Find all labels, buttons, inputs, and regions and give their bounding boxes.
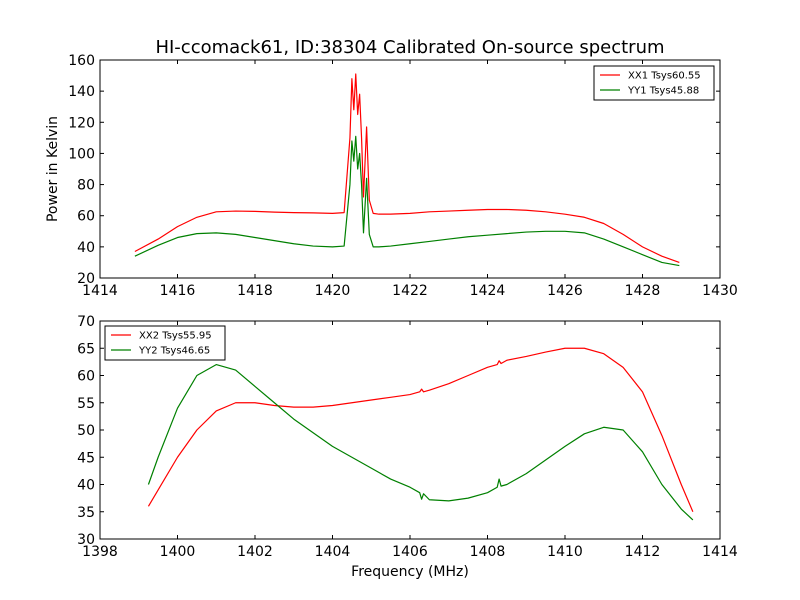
x-tick-label: 1426	[547, 283, 583, 299]
y-tick-label: 100	[68, 146, 95, 162]
x-tick-label: 1414	[82, 283, 118, 299]
x-tick-label: 1398	[82, 544, 118, 560]
y-tick-label: 30	[77, 532, 95, 548]
series-line-red-1	[134, 73, 680, 263]
y-tick-label: 40	[77, 240, 95, 256]
y-tick-label: 140	[68, 84, 95, 100]
legend-label: XX2 Tsys55.95	[139, 331, 212, 342]
legend-box	[104, 325, 226, 361]
y-tick-label: 160	[68, 53, 95, 69]
chart-title: HI-ccomack61, ID:38304 Calibrated On-sou…	[155, 37, 664, 58]
series-line-green-2	[147, 364, 694, 521]
x-tick-label: 1418	[237, 283, 273, 299]
x-tick-label: 1412	[625, 544, 661, 560]
x-tick-label: 1400	[160, 544, 196, 560]
legend-label: YY1 Tsys45.88	[627, 86, 699, 97]
x-tick-label: 1428	[625, 283, 661, 299]
x-tick-label: 1430	[702, 283, 738, 299]
y-tick-label: 40	[77, 478, 95, 494]
x-tick-label: 1424	[470, 283, 506, 299]
x-tick-label: 1406	[392, 544, 428, 560]
y-tick-label: 65	[77, 341, 95, 357]
y-tick-label: 80	[77, 178, 95, 194]
y-tick-label: 45	[77, 450, 95, 466]
bottom-panel: 1398 1400 1402 1404 1406 1408 1410 1412 1414 30 35…	[77, 314, 738, 580]
y-tick-label: 120	[68, 115, 95, 131]
legend-label: XX1 Tsys60.55	[628, 71, 701, 82]
y-tick-label: 70	[77, 314, 95, 330]
x-tick-label: 1402	[237, 544, 273, 560]
y-tick-label: 20	[77, 271, 95, 287]
y-tick-label: 60	[77, 209, 95, 225]
x-tick-label: 1404	[315, 544, 351, 560]
legend-box	[593, 65, 715, 101]
top-y-axis-label: Power in Kelvin	[45, 116, 61, 222]
y-tick-label: 55	[77, 396, 95, 412]
x-tick-label: 1420	[315, 283, 351, 299]
y-tick-label: 50	[77, 423, 95, 439]
bottom-legend: XX2 Tsys55.95 YY2 Tsys46.65	[104, 325, 226, 361]
y-tick-label: 35	[77, 505, 95, 521]
x-tick-label: 1410	[547, 544, 583, 560]
x-axis-label: Frequency (MHz)	[351, 564, 469, 580]
x-tick-label: 1414	[702, 544, 738, 560]
top-legend: XX1 Tsys60.55 YY1 Tsys45.88	[593, 65, 715, 101]
series-line-red-2	[147, 347, 694, 512]
legend-label: YY2 Tsys46.65	[138, 346, 210, 357]
x-tick-label: 1416	[160, 283, 196, 299]
x-tick-label: 1408	[470, 544, 506, 560]
series-line-green-1	[134, 135, 680, 267]
y-tick-label: 60	[77, 369, 95, 385]
x-tick-label: 1422	[392, 283, 428, 299]
top-panel: 1414 1416 1418 1420 1422 1424 1426 1428 1430 20 40…	[45, 53, 738, 299]
